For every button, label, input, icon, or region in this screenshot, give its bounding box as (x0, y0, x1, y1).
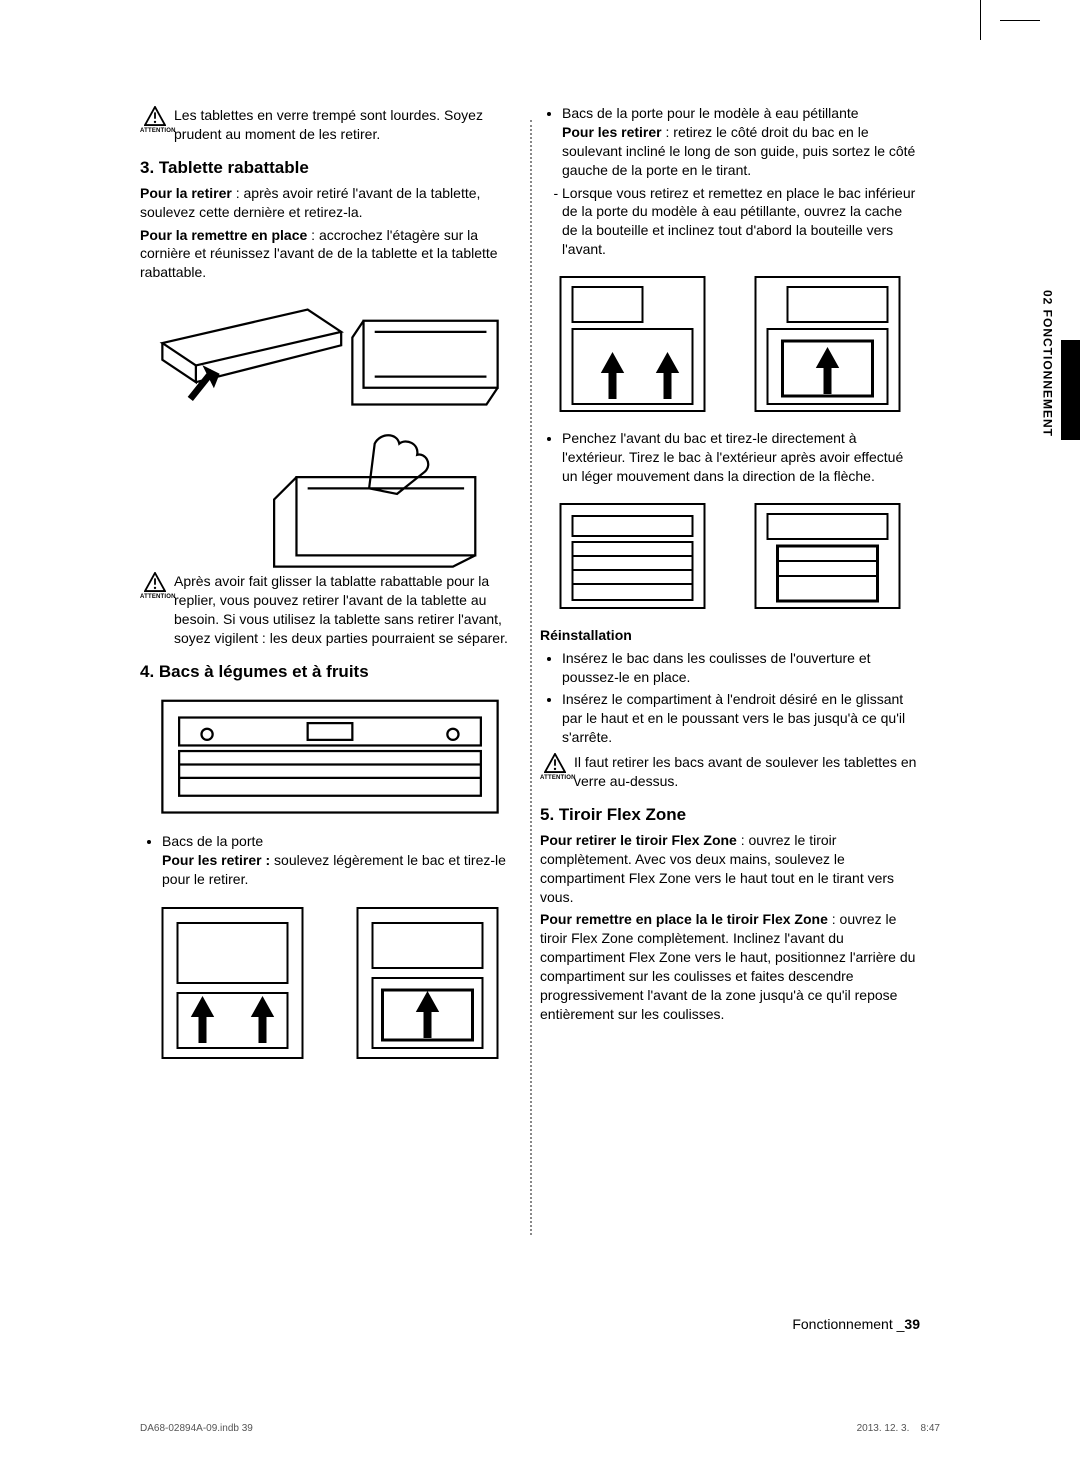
attention-label: ATTENTION (140, 127, 170, 135)
attention-text: Les tablettes en verre trempé sont lourd… (174, 106, 520, 144)
door-bin-left-icon (140, 898, 325, 1068)
side-tab-marker (1061, 340, 1080, 440)
tilt-right-icon (735, 496, 920, 616)
attention-remove-bins: ATTENTION Il faut retirer les bacs avant… (540, 753, 920, 791)
heading-flex-zone: 5. Tiroir Flex Zone (540, 805, 920, 825)
section-side-tab: 02 FONCTIONNEMENT (1035, 290, 1060, 490)
sparkling-right-icon (735, 269, 920, 419)
print-file: DA68-02894A-09.indb 39 (140, 1423, 253, 1434)
attention-fold: ATTENTION Après avoir fait glisser la ta… (140, 572, 520, 648)
page-footer: Fonctionnement _39 (792, 1316, 920, 1332)
attention-text: Après avoir fait glisser la tablatte rab… (174, 572, 520, 648)
warning-icon: ATTENTION (140, 572, 170, 601)
figure-sparkling-bin (540, 269, 920, 419)
attention-label: ATTENTION (140, 593, 170, 601)
reinstall-heading: Réinstallation (540, 626, 920, 645)
list-item: Bacs de la porte pour le modèle à eau pé… (562, 104, 920, 180)
figure-tilt-bin (540, 496, 920, 616)
door-bin-right-icon (335, 898, 520, 1068)
figure-tablette (140, 292, 520, 562)
list-item: Insérez le bac dans les coulisses de l'o… (562, 649, 920, 687)
warning-icon: ATTENTION (540, 753, 570, 782)
left-column: ATTENTION Les tablettes en verre trempé … (140, 100, 520, 1078)
sparkling-left-icon (540, 269, 725, 419)
reinstall-list: Insérez le bac dans les coulisses de l'o… (540, 649, 920, 747)
list-item: Insérez le compartiment à l'endroit dési… (562, 690, 920, 747)
list-item: Lorsque vous retirez et remettez en plac… (562, 184, 920, 260)
heading-tablette: 3. Tablette rabattable (140, 158, 520, 178)
print-date: 2013. 12. 3. (857, 1423, 910, 1434)
column-divider (530, 120, 532, 1235)
print-time: 8:47 (921, 1423, 940, 1434)
side-tab-label: 02 FONCTIONNEMENT (1041, 290, 1055, 437)
warning-icon: ATTENTION (140, 106, 170, 135)
list-item: Penchez l'avant du bac et tirez-le direc… (562, 429, 920, 486)
flex-replace: Pour remettre en place la le tiroir Flex… (540, 910, 920, 1023)
tablette-replace: Pour la remettre en place : accrochez l'… (140, 226, 520, 283)
right-column: Bacs de la porte pour le modèle à eau pé… (540, 100, 920, 1028)
flex-remove: Pour retirer le tiroir Flex Zone : ouvre… (540, 831, 920, 907)
shelf-diagram-icon (140, 276, 520, 578)
attention-label: ATTENTION (540, 774, 570, 782)
list-item: Bacs de la porte Pour les retirer : soul… (162, 832, 520, 889)
tilt-bin-list: Penchez l'avant du bac et tirez-le direc… (540, 429, 920, 486)
figure-bacs-legumes (140, 692, 520, 822)
door-bin-list: Bacs de la porte Pour les retirer : soul… (140, 832, 520, 889)
print-footer: DA68-02894A-09.indb 39 2013. 12. 3. 8:47 (140, 1423, 940, 1434)
tablette-remove: Pour la retirer : après avoir retiré l'a… (140, 184, 520, 222)
attention-text: Il faut retirer les bacs avant de soulev… (574, 753, 920, 791)
attention-glass-heavy: ATTENTION Les tablettes en verre trempé … (140, 106, 520, 144)
page-content: ATTENTION Les tablettes en verre trempé … (140, 100, 940, 1370)
figure-door-bin-remove (140, 898, 520, 1068)
drawer-front-diagram-icon (140, 684, 520, 829)
tilt-left-icon (540, 496, 725, 616)
heading-bacs: 4. Bacs à légumes et à fruits (140, 662, 520, 682)
sparkling-bin-list: Bacs de la porte pour le modèle à eau pé… (540, 104, 920, 259)
